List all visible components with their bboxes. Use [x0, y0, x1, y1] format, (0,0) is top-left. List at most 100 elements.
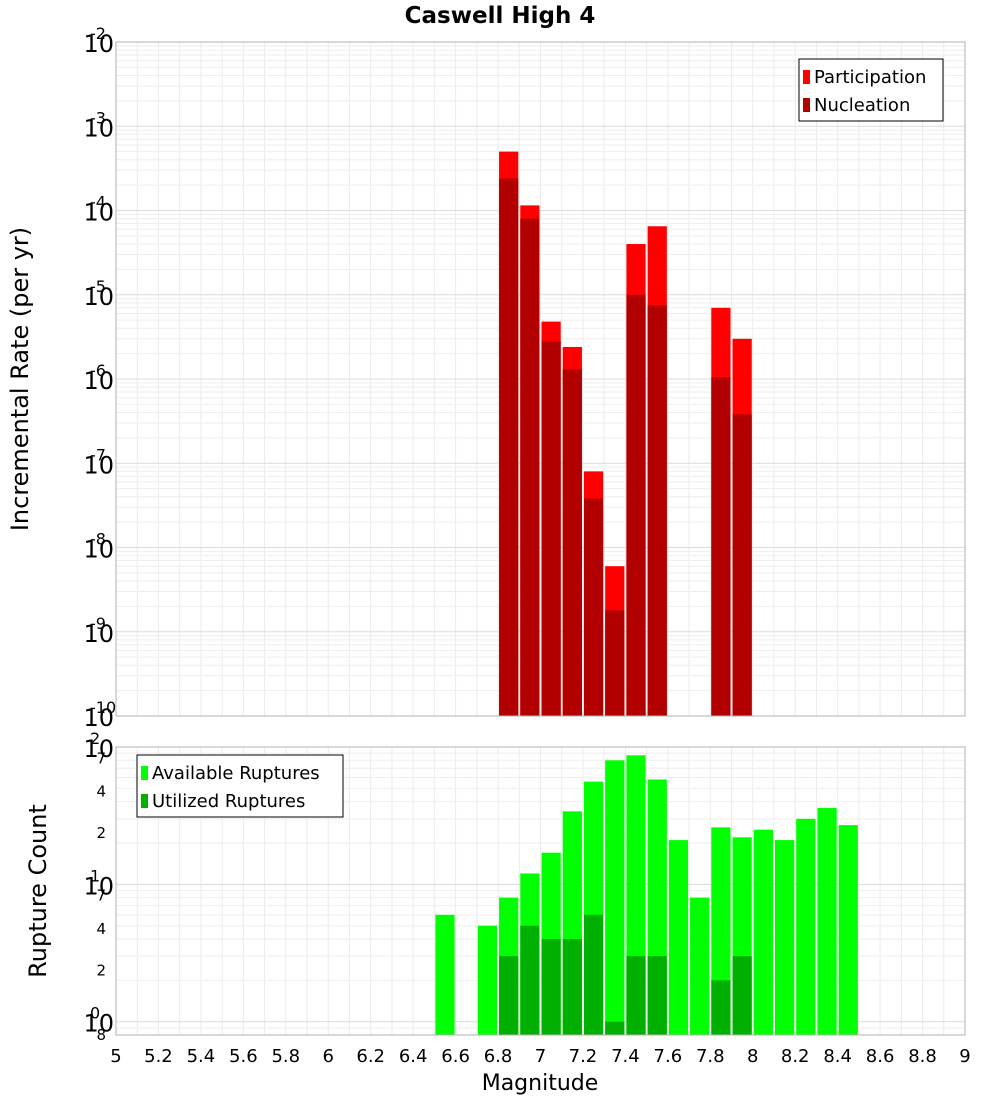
bar-nucleation — [711, 377, 731, 716]
bottom-plot-bars — [435, 755, 858, 1035]
y-tick-exponent: -10 — [90, 698, 116, 717]
y-minor-tick-label: 4 — [96, 783, 106, 801]
x-tick-label: 8.8 — [908, 1046, 937, 1067]
y-tick-label: 101 — [83, 866, 114, 900]
y-tick-label: 10-2 — [83, 24, 114, 58]
x-tick-label: 8.6 — [866, 1046, 895, 1067]
y-tick-label: 10-4 — [83, 193, 114, 227]
legend-label: Participation — [814, 67, 926, 88]
y-tick-label: 10-8 — [83, 530, 114, 564]
bar-utilized-ruptures — [583, 914, 604, 1035]
x-tick-label: 5.6 — [229, 1046, 258, 1067]
y-tick-base: 10 — [83, 1010, 114, 1038]
x-tick-label: 7.4 — [611, 1046, 640, 1067]
x-tick-label: 5.8 — [271, 1046, 300, 1067]
legend-swatch — [803, 98, 810, 112]
bar-nucleation — [647, 305, 667, 716]
y-tick-exponent: -4 — [90, 193, 106, 212]
bar-utilized-ruptures — [647, 956, 667, 1035]
x-tick-label: 7.8 — [696, 1046, 725, 1067]
bar-nucleation — [732, 414, 752, 716]
bar-available-ruptures — [817, 807, 837, 1035]
legend-entry: Nucleation — [803, 95, 910, 116]
bar-nucleation — [562, 369, 582, 716]
bar-nucleation — [583, 498, 604, 716]
y-tick-label: 10-5 — [83, 277, 114, 311]
x-tick-label: 6.8 — [484, 1046, 513, 1067]
bar-nucleation — [520, 218, 540, 716]
y-minor-tick-label: 7 — [96, 749, 106, 767]
bottom-plot-legend: Available Ruptures Utilized Ruptures — [136, 754, 344, 818]
y-tick-exponent: -5 — [90, 277, 106, 296]
bar-utilized-ruptures — [562, 939, 582, 1035]
legend-box — [136, 754, 344, 818]
bar-nucleation — [499, 178, 519, 716]
x-tick-label: 9 — [959, 1046, 970, 1067]
bar-utilized-ruptures — [711, 980, 731, 1035]
chart-title: Caswell High 4 — [405, 3, 596, 29]
x-tick-label: 6 — [323, 1046, 334, 1067]
x-tick-label: 7.2 — [569, 1046, 598, 1067]
bar-utilized-ruptures — [541, 939, 561, 1035]
bar-available-ruptures — [477, 925, 498, 1035]
top-plot-gridlines — [115, 42, 966, 717]
y-tick-exponent: -7 — [90, 445, 106, 464]
y-tick-exponent: -2 — [90, 24, 106, 43]
legend-swatch — [803, 70, 810, 84]
x-tick-label: 8.2 — [781, 1046, 810, 1067]
x-tick-label: 6.2 — [356, 1046, 385, 1067]
bar-available-ruptures — [690, 897, 710, 1035]
legend-label: Utilized Ruptures — [152, 791, 305, 812]
y-tick-label: 100 — [83, 1004, 114, 1038]
bottom-plot-frame — [115, 746, 966, 1036]
legend-label: Nucleation — [814, 95, 910, 116]
y-tick-label: 10-10 — [83, 698, 116, 732]
y-tick-label: 10-3 — [83, 108, 114, 142]
y-tick-exponent: -9 — [90, 614, 106, 633]
top-plot-y-ticks: 10-210-310-410-510-610-710-810-910-10 — [83, 24, 116, 732]
y-tick-base: 10 — [83, 451, 114, 479]
top-plot-legend: Participation Nucleation — [798, 58, 944, 122]
bar-nucleation — [626, 294, 646, 716]
bar-utilized-ruptures — [732, 956, 752, 1035]
legend-entry: Participation — [803, 67, 926, 88]
bottom-plot-x-ticks: 5 5.2 5.4 5.6 5.8 6 6.2 6.4 6.6 6.8 7 7.2 7.4 7.6 7.8 8… — [110, 1046, 970, 1067]
y-tick-base: 10 — [83, 735, 114, 763]
bar-nucleation — [541, 341, 561, 716]
y-tick-label: 102 — [83, 729, 114, 763]
bar-nucleation — [605, 610, 625, 716]
y-tick-exponent: -6 — [90, 361, 106, 380]
y-tick-base: 10 — [83, 283, 114, 311]
x-axis-label: Magnitude — [482, 1071, 599, 1096]
legend-entry: Available Ruptures — [141, 763, 320, 784]
legend-label: Available Ruptures — [152, 763, 320, 784]
bar-utilized-ruptures — [626, 956, 646, 1035]
y-minor-tick-label: 2 — [96, 961, 106, 979]
y-tick-base: 10 — [83, 30, 114, 58]
bar-available-ruptures — [668, 840, 689, 1035]
y-tick-base: 10 — [83, 620, 114, 648]
y-tick-exponent: -8 — [90, 530, 106, 549]
x-tick-label: 6.6 — [441, 1046, 470, 1067]
bar-utilized-ruptures — [520, 925, 540, 1035]
y-tick-base: 10 — [83, 199, 114, 227]
y-tick-label: 10-9 — [83, 614, 114, 648]
y-tick-exponent: 2 — [90, 729, 100, 748]
y-tick-exponent: 1 — [90, 866, 100, 885]
x-tick-label: 5.2 — [144, 1046, 173, 1067]
top-plot-frame — [115, 41, 966, 717]
bottom-plot-y-axis-label: Rupture Count — [24, 804, 52, 978]
bar-available-ruptures — [774, 840, 795, 1035]
top-plot-y-axis-label: Incremental Rate (per yr) — [6, 227, 34, 531]
x-tick-label: 5 — [110, 1046, 121, 1067]
legend-box — [798, 58, 944, 122]
y-tick-base: 10 — [83, 536, 114, 564]
y-tick-base: 10 — [83, 872, 114, 900]
x-tick-label: 6.4 — [399, 1046, 428, 1067]
bar-available-ruptures — [796, 818, 816, 1035]
y-tick-label: 10-6 — [83, 361, 114, 395]
bar-utilized-ruptures — [605, 1021, 625, 1035]
y-tick-label: 10-7 — [83, 445, 114, 479]
